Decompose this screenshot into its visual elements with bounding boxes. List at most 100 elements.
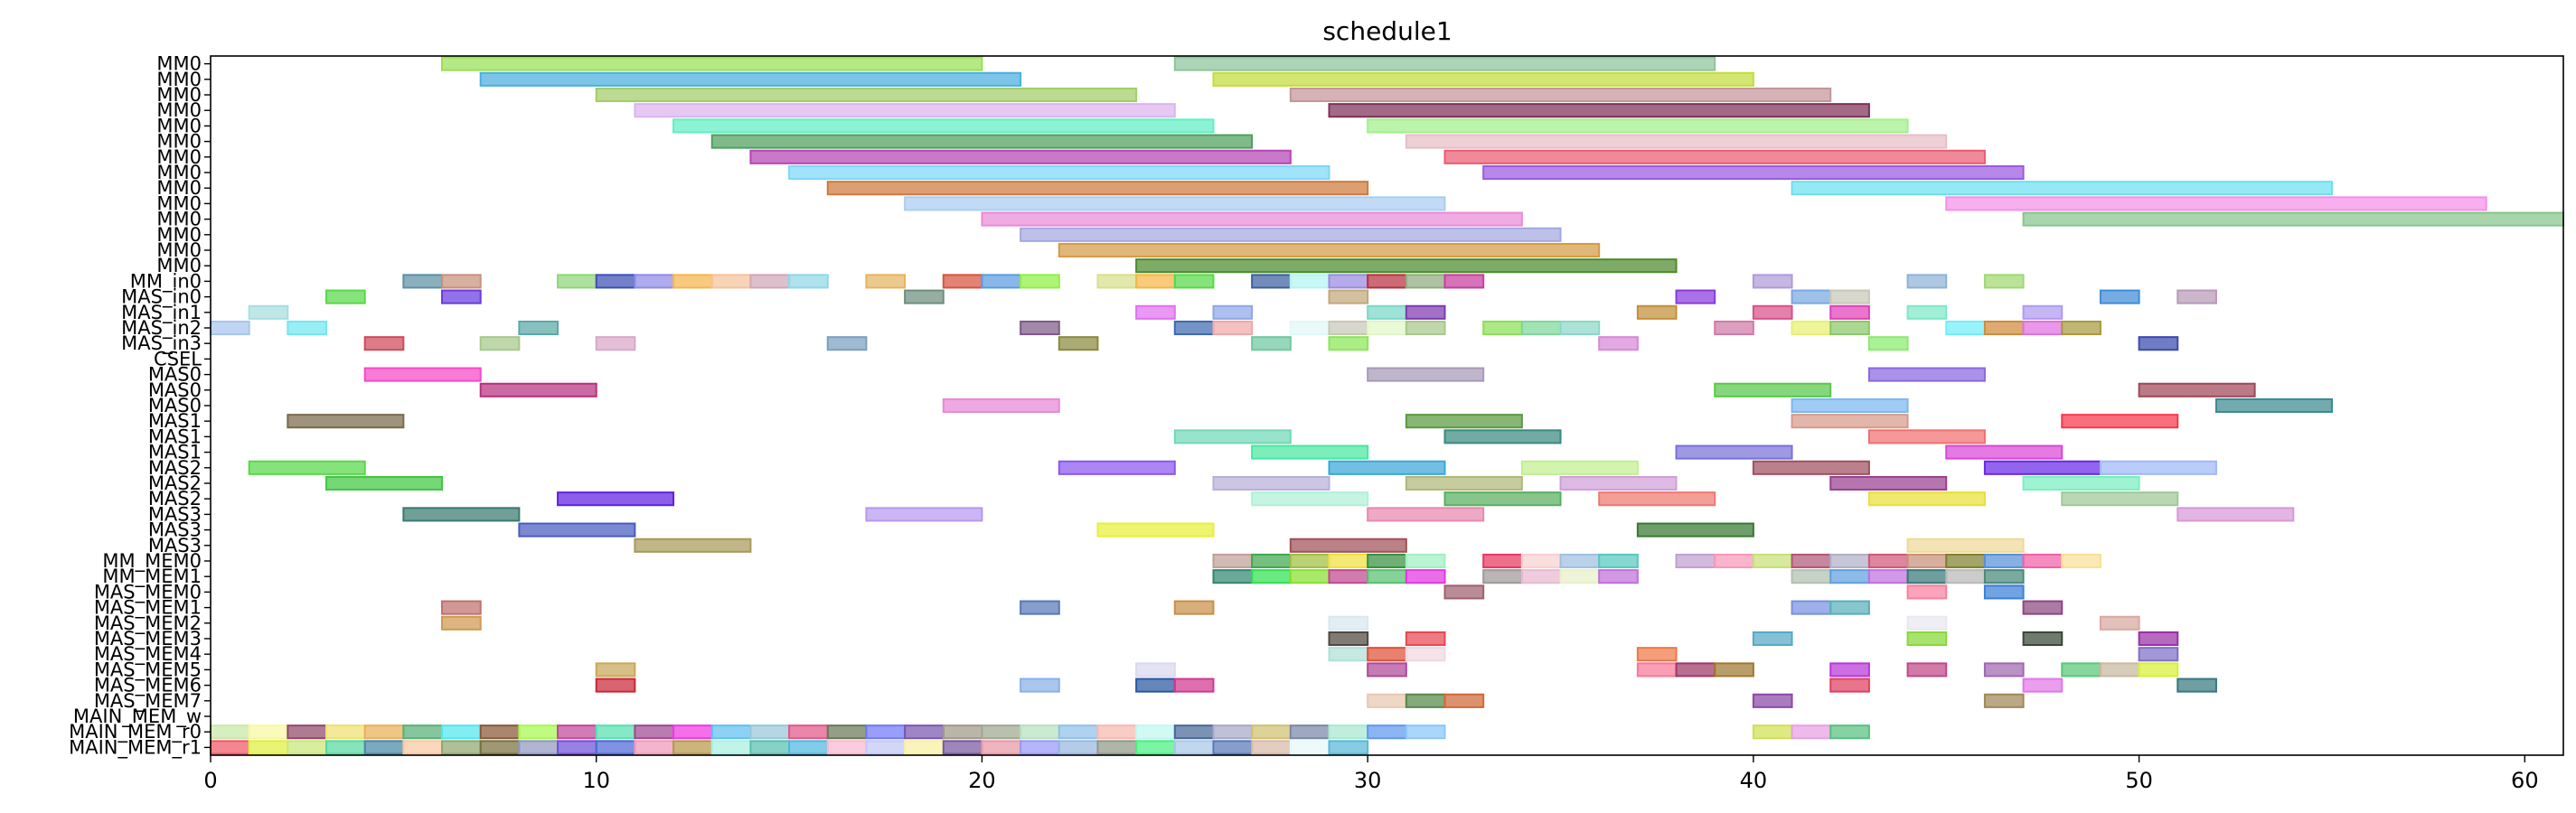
gantt-bar [1289,740,1330,755]
gantt-bar [1559,553,1601,569]
gantt-bar [1289,87,1832,103]
gantt-bar [1405,724,1446,740]
gantt-bar [1443,274,1485,289]
gantt-bar [1328,103,1870,118]
gantt-bar [1058,242,1601,258]
gantt-bar [2061,553,2101,569]
gantt-bar [2022,304,2064,320]
gantt-bar [1559,569,1601,584]
gantt-bar [2022,553,2064,569]
gantt-bar [1173,724,1215,740]
y-tick-label: MM0 [156,99,202,121]
gantt-bar [1983,662,2025,678]
gantt-bar [1752,274,1793,289]
gantt-bar [1867,553,1909,569]
gantt-bar [2022,475,2140,491]
y-tick-label: MAS_in1 [121,302,202,324]
gantt-bar [1636,522,1754,537]
gantt-bar [710,274,752,289]
gantt-bar [1945,320,1986,336]
gantt-bar [1212,553,1254,569]
gantt-bar [1829,724,1870,740]
y-tick-label: MAS_in3 [121,332,202,355]
gantt-bar [634,740,675,755]
x-tick-label: 60 [2511,768,2539,793]
gantt-bar [1829,320,1870,336]
y-tick-label: MM0 [156,84,202,106]
gantt-bar [1289,724,1330,740]
gantt-bar [1482,320,1523,336]
gantt-bar [1405,414,1523,429]
gantt-bar [1983,584,2025,600]
gantt-bar [1096,274,1138,289]
gantt-bar [1251,569,1292,584]
y-tick-label: MAS_MEM2 [94,612,202,635]
gantt-bar [479,336,521,351]
gantt-bar [2061,491,2179,507]
gantt-bar [865,507,983,522]
y-tick-label: MAS_in2 [121,317,202,340]
gantt-bar [1020,227,1562,242]
y-tick-label: MAS1 [148,425,202,447]
gantt-bar [710,724,752,740]
gantt-bar [1212,724,1254,740]
gantt-bar [1173,678,1215,693]
gantt-bar [1135,740,1176,755]
gantt-bar [1328,724,1369,740]
y-tick-label: MAS1 [148,410,202,432]
gantt-bar [1405,475,1523,491]
gantt-bar [1906,662,1948,678]
y-tick-label: MAIN_MEM_r0 [69,721,202,743]
gantt-bar [672,740,713,755]
gantt-bar [1135,678,1176,693]
gantt-bar [1520,553,1562,569]
y-tick-label: MAS_MEM1 [94,597,202,620]
gantt-bar [1096,522,1215,537]
gantt-bar [1367,693,1407,708]
gantt-bar [1906,274,1948,289]
gantt-bar [1520,460,1639,475]
gantt-bar [287,724,328,740]
x-tick-label: 50 [2125,768,2153,793]
gantt-bar [1405,274,1446,289]
y-tick-label: MAS3 [148,535,202,556]
gantt-bar [1636,304,1678,320]
y-tick-label: MAS_MEM5 [94,659,202,681]
gantt-bar [363,367,482,382]
gantt-bar [1714,320,1754,336]
gantt-bar [248,304,289,320]
gantt-bar [1598,553,1639,569]
gantt-bar [1405,304,1446,320]
gantt-bar [2138,382,2256,397]
gantt-bar [1829,600,1870,615]
y-tick-label: MAS_MEM7 [94,690,202,713]
gantt-bar [2099,662,2140,678]
gantt-bar [634,274,675,289]
gantt-bar [402,274,444,289]
gantt-bar [1906,631,1948,647]
gantt-bar [1867,336,1909,351]
gantt-bar [1328,336,1369,351]
gantt-bar [1058,724,1099,740]
gantt-bar [1906,569,1948,584]
gantt-bar [595,724,636,740]
gantt-bar [441,289,482,304]
y-tick-label: MM0 [156,131,202,153]
gantt-bar [865,724,907,740]
gantt-bar [210,320,250,336]
gantt-bar [1752,460,1870,475]
gantt-bar [1791,414,1909,429]
gantt-bar [2176,678,2217,693]
gantt-bar [826,336,868,351]
gantt-bar [325,724,366,740]
gantt-bar [479,71,1022,87]
gantt-bar [1328,740,1369,755]
gantt-bar [557,740,597,755]
gantt-bar [402,507,521,522]
gantt-bar [672,724,713,740]
gantt-bar [710,740,752,755]
gantt-bar [1714,553,1754,569]
gantt-bar [1058,336,1099,351]
gantt-bar [441,56,983,71]
y-tick-label: MM0 [156,115,202,136]
